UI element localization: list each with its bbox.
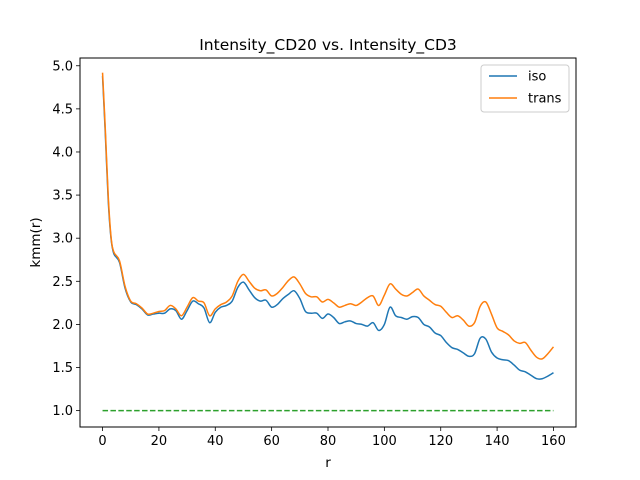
y-axis-label: kmm(r) [28,217,44,267]
series-line-iso [101,76,554,380]
legend: iso trans [480,64,570,113]
y-tick-label: 1.0 [52,404,73,419]
x-tick-label: 120 [428,434,453,449]
x-tick-label: 80 [320,434,337,449]
plot-lines [101,72,555,412]
x-tick-label: 100 [372,434,397,449]
x-tick-label: 140 [485,434,510,449]
x-tick-label: 20 [151,434,168,449]
x-axis-label: r [325,455,331,471]
x-tick-label: 40 [207,434,224,449]
series-line-trans [101,72,555,360]
x-tick-label: 160 [541,434,566,449]
y-tick-label: 1.5 [52,361,73,376]
x-tick-label: 0 [98,434,106,449]
x-axis: 0 20 40 60 80 100 120 140 160 [98,427,566,449]
legend-label-trans: trans [528,92,562,107]
y-tick-label: 3.5 [52,189,73,204]
y-tick-label: 2.5 [52,275,73,290]
chart-title: Intensity_CD20 vs. Intensity_CD3 [199,36,457,55]
y-tick-label: 3.0 [52,232,73,247]
y-axis: 1.0 1.5 2.0 2.5 3.0 3.5 4.0 4.5 5.0 [52,59,80,419]
legend-label-iso: iso [528,70,546,85]
y-tick-label: 5.0 [52,59,73,74]
y-tick-label: 4.5 [52,102,73,117]
y-tick-label: 2.0 [52,318,73,333]
y-tick-label: 4.0 [52,145,73,160]
x-tick-label: 60 [263,434,280,449]
